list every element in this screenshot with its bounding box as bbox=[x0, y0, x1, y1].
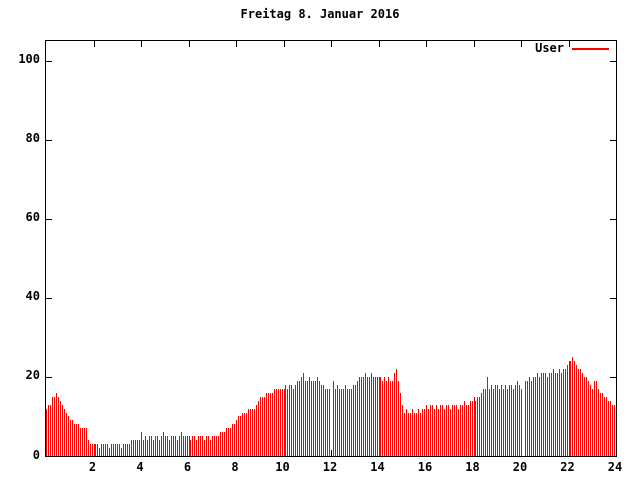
x-tick-label: 18 bbox=[465, 460, 480, 474]
y-tick-label: 100 bbox=[18, 52, 40, 67]
y-tick-label: 20 bbox=[25, 368, 40, 383]
plot-area: User bbox=[45, 40, 617, 457]
x-tick-label: 16 bbox=[417, 460, 433, 474]
x-tick-label: 4 bbox=[136, 460, 144, 474]
x-tick-label: 22 bbox=[560, 460, 575, 474]
y-tick-label: 40 bbox=[25, 289, 40, 304]
x-tick-label: 20 bbox=[512, 460, 528, 474]
y-tick-label: 60 bbox=[25, 210, 40, 225]
y-tick-label: 80 bbox=[25, 131, 40, 146]
x-tick-label: 24 bbox=[607, 460, 623, 474]
legend: User bbox=[535, 42, 609, 55]
x-tick-label: 6 bbox=[183, 460, 192, 474]
x-tick-label: 14 bbox=[370, 460, 385, 474]
bars-layer bbox=[46, 41, 616, 456]
x-tick-label: 10 bbox=[275, 460, 290, 474]
legend-label: User bbox=[535, 41, 564, 55]
x-tick-label: 2 bbox=[88, 460, 97, 474]
y-tick-label: 0 bbox=[32, 447, 40, 462]
chart-title: Freitag 8. Januar 2016 bbox=[240, 7, 400, 21]
legend-line-sample bbox=[572, 47, 609, 50]
x-tick-label: 12 bbox=[322, 460, 338, 474]
x-tick-label: 8 bbox=[231, 460, 239, 474]
